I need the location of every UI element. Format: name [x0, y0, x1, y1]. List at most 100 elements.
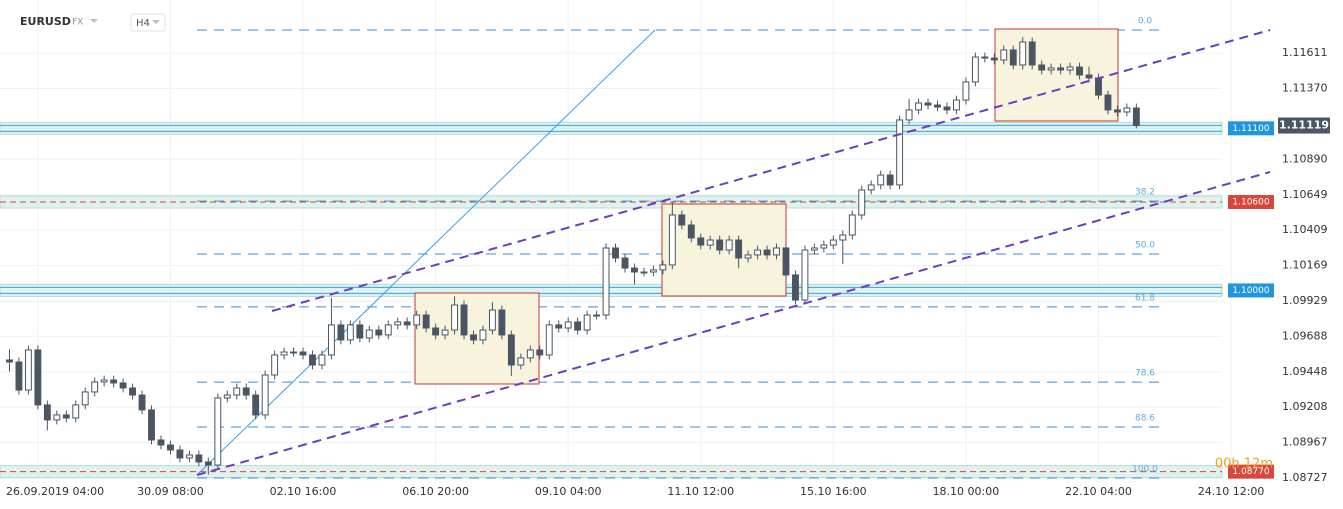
- candle-up: [593, 314, 601, 317]
- candle-up: [754, 249, 762, 256]
- candle-up: [214, 397, 222, 466]
- fib-label: 50.0: [1135, 241, 1155, 251]
- candle-down: [498, 309, 506, 336]
- candle-down: [403, 321, 411, 326]
- market: FX: [72, 18, 83, 28]
- zone: [0, 283, 1223, 297]
- candle-up: [896, 119, 904, 186]
- candle-down: [176, 449, 184, 459]
- candle-down: [792, 274, 799, 301]
- candle-down: [990, 57, 998, 61]
- candle-down: [1009, 49, 1017, 66]
- x-tick-label: 09.10 04:00: [535, 485, 602, 498]
- channel: [196, 29, 1271, 476]
- x-tick-label: 30.09 08:00: [137, 485, 204, 498]
- x-tick-label: 11.10 12:00: [667, 485, 734, 498]
- toolbar: EURUSD FX H4: [20, 13, 166, 32]
- candle-up: [744, 254, 752, 259]
- candle-down: [138, 394, 146, 411]
- y-tick-label: 1.08967: [1282, 436, 1328, 449]
- candle-down: [1113, 109, 1121, 113]
- candle-up: [564, 321, 572, 329]
- candle-up: [526, 349, 534, 359]
- x-tick-label: 24.10 12:00: [1198, 485, 1265, 498]
- y-tick-label: 1.09929: [1282, 294, 1328, 307]
- candle-down: [1028, 41, 1036, 66]
- candle-up: [773, 247, 780, 256]
- fib-label: 38.2: [1135, 188, 1155, 198]
- candle-down: [1095, 77, 1102, 96]
- candle-down: [110, 379, 118, 384]
- candle-up: [290, 351, 297, 354]
- candle-down: [129, 387, 137, 396]
- candle-down: [678, 214, 686, 226]
- timeframe[interactable]: H4: [136, 18, 150, 29]
- candle-up: [261, 374, 269, 416]
- price-tag-label: 1.10000: [1232, 286, 1269, 296]
- timeframe-select[interactable]: [130, 13, 166, 32]
- price-tag-label: 1.08770: [1232, 467, 1269, 477]
- candle-down: [1085, 74, 1093, 79]
- candle-up: [233, 387, 241, 396]
- candle-up: [877, 174, 885, 186]
- axes: 1.11611 1.11370 1.10890 1.10649 1.10409 1.101…: [6, 46, 1330, 498]
- candle-down: [119, 382, 127, 389]
- x-tick-label: 06.10 20:00: [402, 485, 469, 498]
- candle-down: [195, 454, 203, 463]
- candle-down: [299, 351, 307, 356]
- candle-down: [43, 404, 51, 421]
- candle-down: [309, 354, 316, 366]
- candle-down: [612, 247, 619, 259]
- candle-up: [953, 99, 960, 111]
- candle-down: [1038, 64, 1046, 71]
- candle-down: [574, 321, 582, 331]
- candle-down: [34, 349, 42, 406]
- candle-up: [649, 269, 657, 273]
- dropdown-arrow[interactable]: [90, 19, 98, 23]
- candle-up: [1066, 66, 1074, 71]
- candle-down: [943, 106, 951, 111]
- current-price-label: 1.11119: [1279, 119, 1329, 132]
- candle-down: [242, 387, 250, 396]
- symbol[interactable]: EURUSD: [20, 15, 71, 28]
- x-tick-label: 15.10 16:00: [800, 485, 867, 498]
- candle-down: [6, 359, 13, 363]
- candle-down: [886, 174, 894, 186]
- candle-up: [24, 349, 32, 391]
- candle-up: [91, 381, 99, 393]
- candle-down: [763, 249, 771, 256]
- candle-down: [148, 409, 155, 441]
- price-tag: [1228, 464, 1274, 479]
- current-price-tag: [1278, 117, 1330, 134]
- candle-up: [413, 314, 421, 326]
- candle-down: [631, 267, 638, 273]
- x-tick-label: 26.09.2019 04:00: [6, 485, 104, 498]
- candle-up: [346, 324, 354, 341]
- range-box: [994, 28, 1119, 122]
- candle-down: [157, 439, 165, 446]
- candle-up: [394, 321, 402, 326]
- x-tick-label: 22.10 04:00: [1065, 485, 1132, 498]
- candle-up: [451, 304, 458, 331]
- fib-label: 88.6: [1135, 414, 1155, 424]
- candle-up: [810, 247, 818, 251]
- x-tick-label: 18.10 00:00: [933, 485, 1000, 498]
- candle-down: [687, 224, 695, 239]
- candle-up: [858, 189, 866, 216]
- candle-up: [384, 324, 392, 336]
- candle-up: [517, 357, 525, 366]
- channel-upper: [271, 29, 1271, 312]
- candle-down: [15, 361, 23, 391]
- candle-down: [460, 304, 468, 336]
- candle-up: [848, 214, 856, 236]
- candle-down: [716, 239, 724, 251]
- candle-up: [81, 391, 89, 406]
- fib-label: 61.8: [1135, 293, 1155, 303]
- zones: [0, 121, 1223, 479]
- range-box: [414, 292, 540, 385]
- dropdown-arrow[interactable]: [152, 20, 160, 24]
- y-tick-label: 1.11370: [1282, 82, 1328, 95]
- candle-up: [725, 239, 733, 251]
- candle-up: [441, 329, 449, 336]
- candle-up: [365, 329, 373, 339]
